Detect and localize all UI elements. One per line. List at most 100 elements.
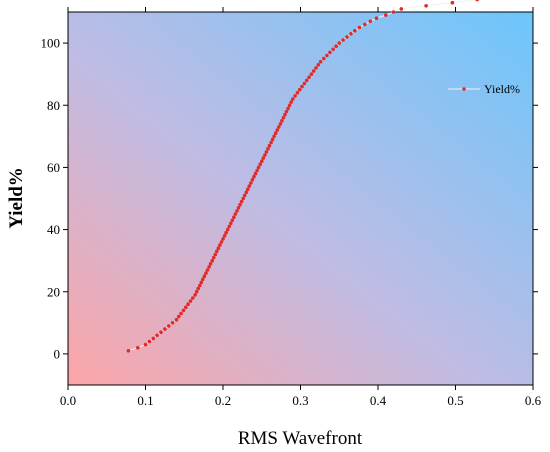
data-point	[242, 193, 247, 198]
data-point	[235, 209, 239, 213]
data-point	[391, 10, 396, 14]
data-point	[331, 47, 335, 52]
data-point	[155, 333, 159, 338]
data-point	[255, 168, 259, 173]
data-point	[275, 128, 280, 132]
data-point	[199, 280, 204, 285]
data-point	[215, 249, 219, 254]
data-point	[229, 221, 233, 226]
data-point	[233, 212, 238, 216]
data-point	[227, 224, 231, 229]
y-tick-label: 100	[41, 36, 61, 51]
data-point	[143, 342, 148, 347]
data-point	[241, 196, 245, 201]
data-point	[450, 0, 455, 5]
data-point	[302, 81, 307, 86]
data-point	[283, 112, 287, 117]
x-tick-label: 0.5	[447, 393, 463, 408]
data-point	[250, 178, 255, 182]
x-axis-title: RMS Wavefront	[238, 428, 363, 449]
y-tick-label: 60	[47, 160, 60, 175]
data-point	[177, 314, 181, 319]
x-tick-label: 0.0	[60, 393, 76, 408]
y-tick-label: 80	[47, 98, 60, 113]
data-point	[246, 187, 250, 191]
data-point	[232, 215, 236, 219]
data-point	[213, 252, 218, 257]
data-point	[263, 153, 267, 157]
x-tick-label: 0.2	[215, 393, 231, 408]
data-point	[325, 53, 329, 58]
x-tick-label: 0.4	[370, 393, 387, 408]
data-point	[256, 165, 261, 170]
data-point	[272, 134, 276, 139]
data-point	[238, 202, 242, 207]
data-point	[218, 243, 222, 247]
data-point	[399, 7, 404, 11]
data-point	[384, 13, 388, 17]
data-point	[334, 44, 338, 48]
data-point	[318, 59, 323, 64]
data-point	[270, 137, 275, 142]
data-point	[201, 277, 205, 282]
data-point	[181, 308, 186, 313]
data-point	[147, 339, 152, 344]
plot-area	[68, 12, 533, 385]
y-tick-label: 40	[47, 222, 60, 237]
data-point	[136, 345, 140, 350]
data-point	[191, 296, 195, 300]
data-point	[266, 147, 270, 151]
data-point	[353, 28, 357, 33]
data-point	[278, 122, 283, 126]
legend-label-yield: Yield%	[484, 82, 520, 96]
data-point	[252, 174, 256, 179]
data-point	[207, 265, 211, 269]
legend: Yield%	[448, 82, 520, 96]
y-tick-label: 20	[47, 284, 60, 299]
legend-marker	[462, 87, 466, 91]
data-point	[208, 262, 213, 266]
x-axis-ticks: 0.0 0.1 0.2 0.3 0.4 0.5 0.6	[60, 7, 542, 408]
data-point	[221, 237, 225, 241]
data-point	[475, 0, 479, 2]
data-point	[193, 293, 197, 297]
data-point	[314, 66, 318, 70]
data-point	[322, 56, 326, 61]
data-point	[225, 227, 230, 232]
data-point	[293, 94, 297, 98]
data-point	[300, 84, 304, 89]
data-point	[247, 184, 252, 188]
data-point	[230, 218, 235, 223]
data-point	[424, 4, 428, 8]
data-point	[374, 16, 379, 21]
data-point	[297, 87, 302, 92]
data-point	[198, 283, 202, 288]
data-point	[184, 305, 188, 310]
data-point	[126, 349, 131, 353]
data-point	[167, 324, 171, 328]
data-point	[159, 330, 163, 335]
data-point	[273, 131, 278, 135]
data-point	[258, 162, 263, 167]
data-point	[286, 106, 290, 111]
data-point	[211, 255, 216, 260]
data-point	[222, 234, 227, 238]
data-point	[267, 143, 272, 148]
data-point	[194, 290, 199, 294]
data-point	[349, 32, 353, 36]
data-point	[280, 119, 284, 123]
x-tick-label: 0.3	[292, 393, 308, 408]
data-point	[202, 274, 207, 279]
data-point	[368, 19, 373, 24]
data-point	[284, 109, 289, 114]
data-point	[236, 206, 241, 210]
data-point	[304, 78, 309, 83]
data-point	[289, 100, 294, 104]
data-point	[341, 38, 345, 42]
data-point	[210, 258, 214, 263]
data-point	[239, 199, 244, 204]
data-point	[179, 311, 183, 316]
data-point	[269, 140, 273, 145]
data-point	[205, 268, 210, 272]
